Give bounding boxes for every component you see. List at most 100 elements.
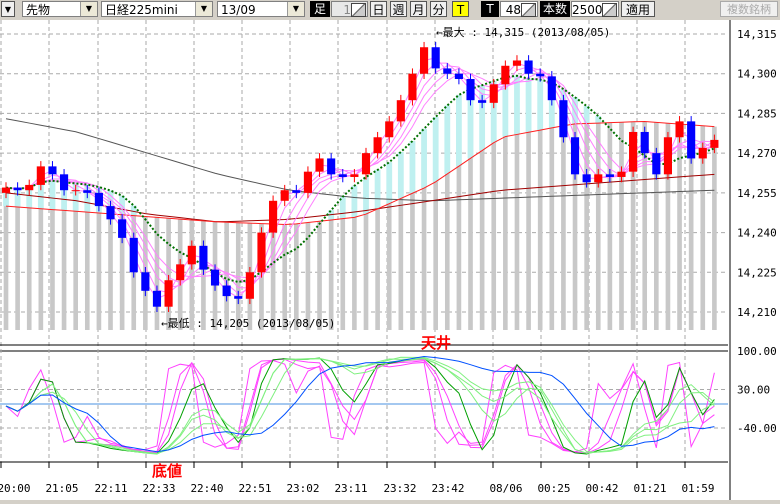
time-tick-label: 23:02 bbox=[286, 482, 319, 495]
candle-body bbox=[559, 100, 568, 138]
osc-pink-line bbox=[5, 358, 715, 454]
price-chart[interactable]: 14,315 14,300 14,285 14,270 14,255 14,240 14,2… bbox=[0, 20, 780, 500]
time-tick-label: 23:11 bbox=[334, 482, 367, 495]
spin-icon[interactable] bbox=[602, 3, 617, 17]
ma-red-line bbox=[5, 120, 715, 225]
chart-area[interactable]: 14,315 14,300 14,285 14,270 14,255 14,240 14,2… bbox=[0, 20, 780, 500]
time-tick-label: 00:42 bbox=[585, 482, 618, 495]
top-annotation: 天井 bbox=[421, 334, 451, 352]
week-button[interactable]: 週 bbox=[390, 1, 407, 17]
candle-body bbox=[640, 131, 649, 154]
candle-body bbox=[327, 158, 336, 175]
candle-body bbox=[652, 153, 661, 175]
candle-body bbox=[605, 174, 614, 177]
candle-body bbox=[350, 174, 359, 177]
ashi-value: 1 bbox=[343, 3, 351, 17]
ashi-label: 足 bbox=[310, 1, 330, 17]
ma-pink-line bbox=[5, 65, 715, 289]
time-tick-label: 08/06 bbox=[489, 482, 522, 495]
minute-button[interactable]: 分 bbox=[430, 1, 447, 17]
time-tick-label: 22:33 bbox=[142, 482, 175, 495]
toolbar: ▼ 先物 ▼ 日経225mini ▼ 13/09 ▼ 足 1 日 週 月 分 T T … bbox=[0, 0, 780, 20]
menu-dropdown-button[interactable]: ▼ bbox=[1, 1, 15, 17]
ma-gray-line bbox=[5, 118, 715, 202]
candle-body bbox=[338, 174, 347, 177]
time-tick-label: 23:32 bbox=[383, 482, 416, 495]
candle-body bbox=[396, 100, 405, 122]
time-tick-label: 01:21 bbox=[633, 482, 666, 495]
symbol-select[interactable]: 日経225mini ▼ bbox=[101, 1, 213, 17]
t-input[interactable]: 48 bbox=[500, 1, 538, 17]
candle-body bbox=[13, 187, 22, 191]
day-button[interactable]: 日 bbox=[370, 1, 387, 17]
price-tick-label: 14,225 bbox=[737, 266, 777, 279]
osc-tick-label: -40.00 bbox=[737, 422, 777, 435]
candle-body bbox=[687, 121, 696, 159]
candle-body bbox=[71, 190, 80, 192]
candle-body bbox=[94, 192, 103, 207]
candle-body bbox=[431, 47, 440, 69]
time-tick-label: 23:42 bbox=[431, 482, 464, 495]
candle-body bbox=[210, 269, 220, 286]
multi-symbol-button[interactable]: 複数銘柄 bbox=[720, 1, 778, 17]
candle-body bbox=[199, 245, 208, 270]
contract-select[interactable]: 13/09 ▼ bbox=[217, 1, 305, 17]
count-value: 2500 bbox=[572, 3, 603, 17]
market-select[interactable]: 先物 ▼ bbox=[22, 1, 98, 17]
chevron-down-icon: ▼ bbox=[195, 2, 212, 16]
candle-body bbox=[187, 245, 196, 265]
osc-green-line bbox=[5, 356, 715, 454]
candle-body bbox=[582, 174, 591, 183]
candle-body bbox=[698, 147, 707, 159]
candle-body bbox=[675, 121, 684, 138]
candle-body bbox=[60, 174, 69, 191]
candle-body bbox=[1, 187, 11, 193]
candle-body bbox=[292, 190, 301, 193]
price-tick-label: 14,315 bbox=[737, 28, 777, 41]
candle-body bbox=[420, 47, 429, 74]
market-value: 先物 bbox=[26, 3, 51, 17]
candle-body bbox=[234, 296, 243, 299]
price-tick-label: 14,285 bbox=[737, 107, 777, 120]
candle-body bbox=[176, 264, 185, 281]
apply-button[interactable]: 適用 bbox=[621, 1, 655, 17]
time-tick-label: 22:51 bbox=[238, 482, 271, 495]
candle-body bbox=[48, 166, 57, 175]
candle-body bbox=[408, 73, 417, 101]
candle-body bbox=[257, 232, 266, 273]
candle-body bbox=[118, 219, 127, 238]
bottom-annotation: 底値 bbox=[152, 462, 182, 480]
candle-body bbox=[222, 285, 231, 297]
osc-green-line bbox=[5, 357, 715, 455]
month-button[interactable]: 月 bbox=[410, 1, 427, 17]
price-tick-label: 14,255 bbox=[737, 187, 777, 200]
contract-value: 13/09 bbox=[221, 3, 256, 17]
candle-body bbox=[129, 237, 138, 273]
candle-body bbox=[106, 206, 115, 220]
osc-green-line bbox=[5, 357, 715, 455]
candle-body bbox=[269, 200, 278, 233]
candle-body bbox=[245, 272, 254, 299]
candle-body bbox=[478, 100, 487, 103]
osc-blue-line bbox=[5, 355, 715, 453]
candle-body bbox=[361, 153, 371, 175]
spin-icon[interactable] bbox=[521, 3, 536, 17]
time-tick-label: 21:05 bbox=[45, 482, 78, 495]
candle-body bbox=[617, 171, 626, 177]
candle-body bbox=[315, 158, 324, 172]
tick-button[interactable]: T bbox=[452, 1, 469, 17]
candle-body bbox=[629, 131, 638, 172]
spin-icon[interactable] bbox=[351, 3, 366, 17]
osc-tick-label: 100.00 bbox=[737, 345, 777, 358]
count-input[interactable]: 2500 bbox=[571, 1, 619, 17]
price-tick-label: 14,270 bbox=[737, 147, 777, 160]
candle-body bbox=[303, 171, 312, 193]
symbol-value: 日経225mini bbox=[105, 3, 178, 17]
candle-body bbox=[36, 166, 45, 185]
ashi-input[interactable]: 1 bbox=[331, 1, 368, 17]
time-tick-label: 00:25 bbox=[537, 482, 570, 495]
ma-pink-line bbox=[5, 67, 715, 286]
candle-body bbox=[524, 60, 533, 74]
t-label: T bbox=[481, 1, 499, 17]
osc-green-line bbox=[5, 358, 715, 455]
